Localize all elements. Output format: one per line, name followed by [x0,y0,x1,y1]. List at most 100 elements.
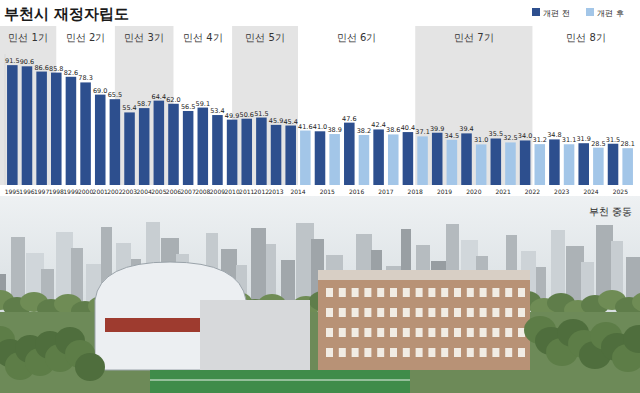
x-tick-label: 2006 [166,188,181,195]
x-tick-label: 2016 [349,188,364,195]
x-tick-label: 2001 [93,188,108,195]
data-label: 45.4 [283,118,297,126]
data-label: 86.6 [34,64,48,72]
photo-window [454,288,461,297]
photo-window [377,288,384,297]
photo-window [467,328,474,337]
bar [271,125,282,185]
data-label: 49.9 [225,112,239,120]
photo-window [390,288,397,297]
photo-sky [0,196,640,393]
data-label: 28.1 [620,140,634,148]
period-band [415,26,532,185]
photo-window [467,288,474,297]
bar [622,148,633,185]
photo-building [71,248,83,302]
period-label: 민선 4기 [183,32,223,43]
chart-root: 민선 1기민선 2기민선 3기민선 4기민선 5기민선 6기민선 7기민선 8기… [0,0,640,393]
data-label: 40.4 [401,124,415,132]
data-label: 69.0 [93,87,107,95]
data-label: 32.5 [503,134,517,142]
legend-swatch [586,8,594,16]
photo-window [428,348,435,357]
photo-window [441,288,448,297]
background [0,0,640,393]
photo-window [454,348,461,357]
bar [564,144,575,185]
bar [154,101,165,185]
photo-window [505,328,512,337]
photo-school [318,278,530,370]
bar [227,120,238,185]
data-label: 31.5 [606,136,620,144]
x-tick-label: 2007 [180,188,195,195]
x-tick-label: 2008 [195,188,210,195]
data-label: 53.4 [210,107,224,115]
photo-tree [75,353,105,381]
photo-window [352,328,359,337]
x-tick-label: 2010 [224,188,239,195]
photo-window [416,308,423,317]
bar [608,144,619,185]
bar [461,133,472,185]
data-label: 38.2 [357,127,371,135]
photo-window [454,328,461,337]
photo-window [518,348,525,357]
x-tick-label: 2015 [320,188,335,195]
legend-swatch [532,8,540,16]
data-label: 58.7 [137,100,151,108]
photo-window [390,328,397,337]
photo-window [352,348,359,357]
bar [315,131,326,185]
x-tick-label: 2011 [239,188,254,195]
data-label: 55.4 [122,104,136,112]
photo-window [428,328,435,337]
bar [432,133,443,185]
data-label: 41.6 [298,123,312,131]
photo-window [352,308,359,317]
x-tick-label: 1999 [63,188,78,195]
photo-field-line [150,380,410,381]
data-label: 37.1 [415,128,429,136]
photo-window [339,308,346,317]
bar [403,132,414,185]
y-range-line [5,54,6,185]
photo-window [339,288,346,297]
bar [256,118,267,185]
x-tick-label: 2018 [408,188,423,195]
photo-window [364,328,371,337]
photo-building [56,232,73,302]
data-label: 91.5 [5,57,19,65]
x-tick-label: 2020 [466,188,481,195]
period-label: 민선 6기 [337,32,377,43]
x-tick-label: 2022 [525,188,540,195]
data-label: 31.9 [576,135,590,143]
photo-window [480,348,487,357]
x-tick-label: 2025 [613,188,628,195]
bar [344,123,355,185]
photo-window [403,328,410,337]
data-label: 82.6 [64,69,78,77]
legend-label: 개편 후 [597,9,624,18]
data-label: 62.0 [166,96,180,104]
photo-window [505,288,512,297]
data-label: 47.6 [342,115,356,123]
photo-window [416,348,423,357]
bar [198,108,209,185]
x-tick-label: 2004 [137,188,152,195]
data-label: 39.9 [430,125,444,133]
x-tick-label: 2012 [254,188,269,195]
photo-window [480,288,487,297]
period-label: 민선 7기 [454,32,494,43]
period-label: 민선 1기 [8,32,48,43]
data-label: 42.4 [371,121,385,129]
bar [212,115,223,185]
x-tick-label: 2021 [495,188,510,195]
photo-window [428,288,435,297]
photo-window [403,348,410,357]
x-tick-label: 1997 [34,188,49,195]
bar [7,65,18,185]
bar [329,134,340,185]
x-tick-label: 1995 [5,188,20,195]
photo-window [364,288,371,297]
